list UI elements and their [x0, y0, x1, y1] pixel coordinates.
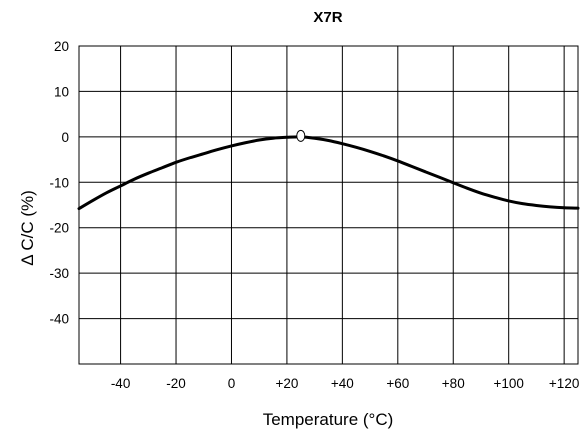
- x-tick-label: +100: [493, 376, 523, 391]
- x-tick-label: 0: [228, 376, 236, 391]
- series-line: [77, 135, 580, 211]
- y-tick-label: -20: [49, 221, 69, 236]
- grid: [78, 45, 579, 365]
- y-axis-label: Δ C/C (%): [18, 190, 37, 266]
- y-tick-label: 0: [61, 130, 69, 145]
- x-tick-label: +80: [442, 376, 465, 391]
- reference-point-marker: [296, 129, 306, 142]
- x-tick-label: -40: [111, 376, 131, 391]
- y-tick-label: -10: [49, 175, 69, 190]
- y-tick-label: -40: [49, 312, 69, 327]
- x-tick-label: +40: [331, 376, 354, 391]
- y-tick-label: 10: [54, 84, 69, 99]
- x-tick-label: -20: [166, 376, 186, 391]
- plot-border: [78, 45, 579, 365]
- y-tick-label: 20: [54, 39, 69, 54]
- x-axis-label: Temperature (°C): [263, 410, 394, 429]
- series-layer: [77, 129, 580, 211]
- x-tick-label: +60: [386, 376, 409, 391]
- x-tick-labels: -40 -20 0 +20 +40 +60 +80 +100 +120: [111, 376, 580, 391]
- y-tick-label: -30: [49, 266, 69, 281]
- y-tick-labels: 20 10 0 -10 -20 -30 -40: [49, 39, 69, 327]
- chart-title: X7R: [313, 9, 342, 26]
- x-tick-label: +20: [275, 376, 298, 391]
- x-tick-label: +120: [549, 376, 579, 391]
